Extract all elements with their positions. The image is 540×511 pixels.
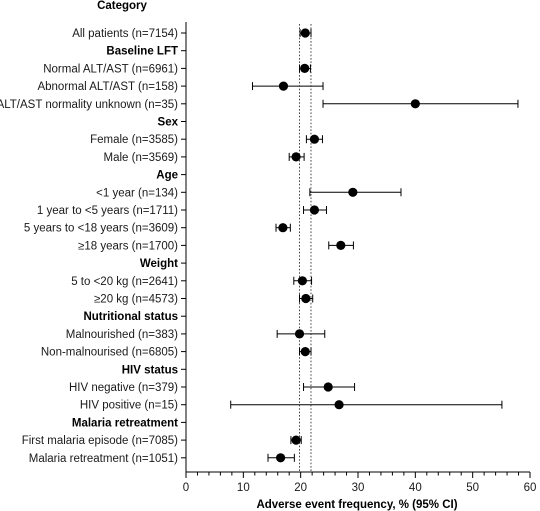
group-header-label: Weight [140, 258, 178, 270]
x-tick-label: 20 [294, 482, 307, 494]
point-estimate [300, 63, 310, 73]
estimate-row: Non-malnourised (n=6805) [41, 347, 312, 359]
group-header-label: Nutritional status [83, 311, 178, 323]
ci-whisker [230, 400, 503, 409]
x-tick-label: 60 [524, 482, 537, 494]
estimate-row: Female (n=3585) [90, 134, 323, 146]
row-label: <1 year (n=134) [96, 187, 178, 199]
estimate-row: Abnormal ALT/AST (n=158) [37, 81, 324, 93]
x-axis: 0 10 20 30 40 50 60 [183, 22, 537, 494]
rows: All patients (n=7154) Baseline LFT Normal … [0, 28, 519, 465]
estimate-row: <1 year (n=134) [96, 187, 402, 199]
estimate-row: 1 year to <5 years (n=1711) [37, 205, 327, 217]
row-label: 5 years to <18 years (n=3609) [24, 223, 178, 235]
point-estimate [410, 99, 420, 109]
x-axis-title: Adverse event frequency, % (95% CI) [256, 499, 457, 511]
row-label: ALT/AST normality unknown (n=35) [0, 99, 178, 111]
point-estimate [300, 347, 310, 357]
group-header-row: Malaria retreatment [72, 417, 186, 429]
row-label: HIV positive (n=15) [80, 400, 178, 412]
estimate-row: Malnourished (n=383) [66, 329, 326, 341]
estimate-row: Malaria retreatment (n=1051) [29, 453, 295, 465]
group-header-row: HIV status [122, 364, 186, 376]
x-tick-label: 40 [409, 482, 422, 494]
point-estimate [300, 28, 310, 38]
group-header-label: Baseline LFT [106, 46, 178, 58]
group-header-row: Baseline LFT [106, 46, 186, 58]
row-label: ≥20 kg (n=4573) [94, 294, 178, 306]
point-estimate [291, 435, 301, 445]
ci-whisker [322, 99, 519, 108]
row-label: Male (n=3569) [104, 152, 179, 164]
estimate-row: 5 to <20 kg (n=2641) [71, 276, 313, 288]
x-tick-label: 0 [183, 482, 189, 494]
x-tick-label: 30 [352, 482, 365, 494]
estimate-row: 5 years to <18 years (n=3609) [24, 223, 291, 235]
group-header-label: HIV status [122, 364, 178, 376]
row-label: Female (n=3585) [90, 134, 178, 146]
point-estimate [278, 223, 288, 233]
row-label: HIV negative (n=379) [69, 382, 178, 394]
estimate-row: ALT/AST normality unknown (n=35) [0, 99, 519, 111]
estimate-row: HIV negative (n=379) [69, 382, 356, 394]
row-label: Abnormal ALT/AST (n=158) [37, 81, 178, 93]
estimate-row: HIV positive (n=15) [80, 400, 503, 412]
row-label: All patients (n=7154) [72, 28, 178, 40]
row-label: 1 year to <5 years (n=1711) [37, 205, 178, 217]
estimate-row: Normal ALT/AST (n=6961) [43, 63, 311, 75]
row-label: 5 to <20 kg (n=2641) [71, 276, 178, 288]
group-header-label: Age [156, 170, 178, 182]
row-label: First malaria episode (n=7085) [22, 435, 178, 447]
group-header-row: Sex [158, 117, 186, 129]
row-label: Malnourished (n=383) [66, 329, 178, 341]
column-header: Category [97, 0, 147, 12]
point-estimate [291, 152, 301, 162]
row-label: Malaria retreatment (n=1051) [29, 453, 178, 465]
row-label: Normal ALT/AST (n=6961) [43, 63, 178, 75]
estimate-row: All patients (n=7154) [72, 28, 312, 40]
point-estimate [297, 276, 307, 286]
x-tick-label: 10 [237, 482, 250, 494]
point-estimate [348, 187, 358, 197]
point-estimate [309, 205, 320, 215]
estimate-row: First malaria episode (n=7085) [22, 435, 302, 447]
point-estimate [309, 134, 320, 144]
point-estimate [276, 453, 286, 463]
row-label: Non-malnourised (n=6805) [41, 347, 178, 359]
point-estimate [294, 329, 305, 339]
group-header-label: Malaria retreatment [72, 417, 178, 429]
point-estimate [278, 81, 289, 91]
estimate-row: Male (n=3569) [104, 152, 305, 164]
point-estimate [334, 400, 344, 410]
group-header-row: Weight [140, 258, 186, 270]
row-label: ≥18 years (n=1700) [78, 240, 178, 252]
group-header-row: Age [156, 170, 186, 182]
estimate-row: ≥20 kg (n=4573) [94, 293, 314, 306]
estimate-row: ≥18 years (n=1700) [78, 240, 354, 252]
point-estimate [301, 293, 311, 304]
group-header-row: Nutritional status [83, 311, 186, 323]
group-header-label: Sex [158, 117, 179, 129]
point-estimate [336, 240, 346, 250]
point-estimate [323, 382, 333, 392]
x-tick-label: 50 [466, 482, 479, 494]
